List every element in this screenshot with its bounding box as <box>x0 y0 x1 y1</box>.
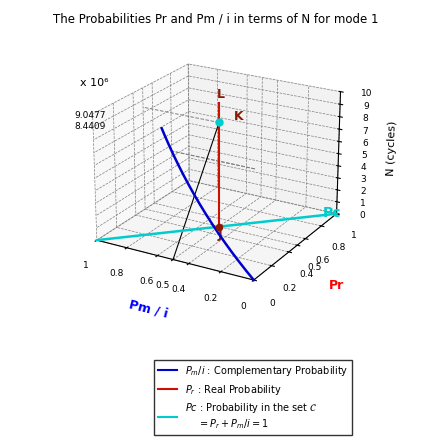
Title: The Probabilities Pr and Pm / i in terms of N for mode 1: The Probabilities Pr and Pm / i in terms… <box>52 12 378 26</box>
Text: 8.4409: 8.4409 <box>74 122 105 131</box>
X-axis label: Pm / i: Pm / i <box>128 297 170 320</box>
Text: x 10⁶: x 10⁶ <box>79 78 108 88</box>
Text: 9.0477: 9.0477 <box>74 111 106 120</box>
Y-axis label: Pr: Pr <box>329 279 345 292</box>
Legend: $P_{m}/i$ : Complementary Probability, $P_r$ : Real Probability, $Pc$ : Probabil: $P_{m}/i$ : Complementary Probability, $… <box>154 360 352 435</box>
